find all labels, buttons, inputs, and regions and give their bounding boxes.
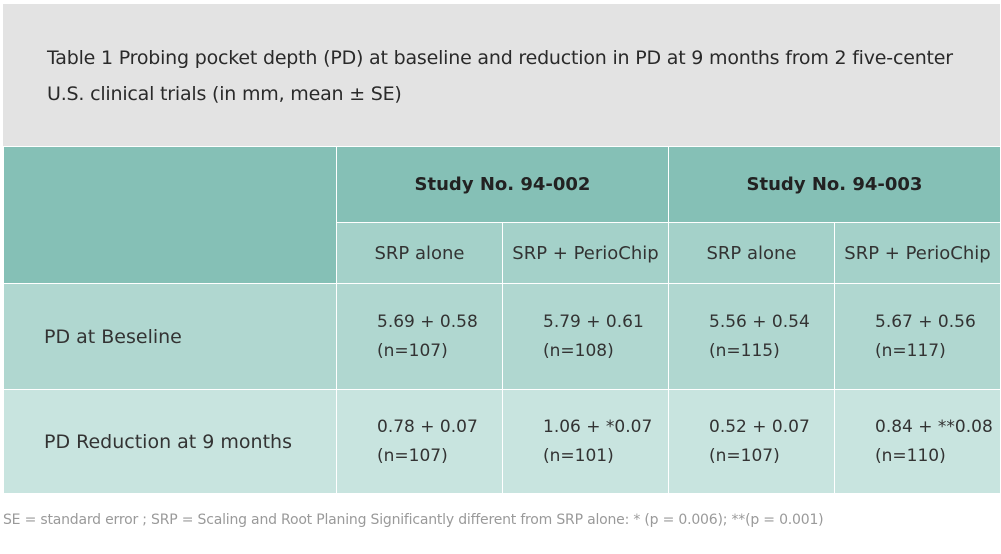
table-cell: 5.69 + 0.58 (n=107) xyxy=(336,283,503,390)
treatment-header: SRP alone xyxy=(336,222,503,284)
table-caption-box: Table 1 Probing pocket depth (PD) at bas… xyxy=(3,4,1000,146)
cell-n: (n=107) xyxy=(377,445,448,466)
study-header-94-003: Study No. 94-003 xyxy=(668,146,1001,223)
cell-n: (n=108) xyxy=(543,340,614,361)
table-cell: 5.67 + 0.56 (n=117) xyxy=(834,283,1001,390)
cell-value: 0.84 + **0.08 xyxy=(875,416,993,437)
table-header-row-treatments: SRP alone SRP + PerioChip SRP alone SRP … xyxy=(4,222,1001,284)
table-cell: 0.78 + 0.07 (n=107) xyxy=(336,389,503,494)
treatment-header: SRP + PerioChip xyxy=(834,222,1001,284)
table-cell: 1.06 + *0.07 (n=101) xyxy=(502,389,669,494)
cell-value: 5.67 + 0.56 xyxy=(875,311,976,332)
cell-value: 5.79 + 0.61 xyxy=(543,311,644,332)
treatment-header: SRP + PerioChip xyxy=(502,222,669,284)
cell-value: 0.52 + 0.07 xyxy=(709,416,810,437)
cell-value: 5.69 + 0.58 xyxy=(377,311,478,332)
table-header-row-studies: Study No. 94-002 Study No. 94-003 xyxy=(3,146,1001,284)
treatment-header: SRP alone xyxy=(668,222,835,284)
study-header-94-002: Study No. 94-002 xyxy=(336,146,669,223)
table-caption: Table 1 Probing pocket depth (PD) at bas… xyxy=(47,47,953,105)
row-label: PD at Beseline xyxy=(3,283,337,390)
cell-n: (n=107) xyxy=(709,445,780,466)
cell-value: 5.56 + 0.54 xyxy=(709,311,810,332)
row-label: PD Reduction at 9 months xyxy=(3,389,337,494)
table-cell: 0.52 + 0.07 (n=107) xyxy=(668,389,835,494)
cell-value: 0.78 + 0.07 xyxy=(377,416,478,437)
table-corner-cell xyxy=(3,146,337,284)
cell-n: (n=117) xyxy=(875,340,946,361)
cell-n: (n=101) xyxy=(543,445,614,466)
table-row: PD at Beseline 5.69 + 0.58 (n=107) 5.79 +… xyxy=(3,283,1001,390)
cell-n: (n=115) xyxy=(709,340,780,361)
table-cell: 5.56 + 0.54 (n=115) xyxy=(668,283,835,390)
cell-n: (n=110) xyxy=(875,445,946,466)
table-cell: 5.79 + 0.61 (n=108) xyxy=(502,283,669,390)
table-footnote: SE = standard error ; SRP = Scaling and … xyxy=(3,512,824,528)
cell-n: (n=107) xyxy=(377,340,448,361)
results-table: Study No. 94-002 Study No. 94-003 SRP al… xyxy=(3,146,1001,494)
table-cell: 0.84 + **0.08 (n=110) xyxy=(834,389,1001,494)
table-row: PD Reduction at 9 months 0.78 + 0.07 (n=1… xyxy=(3,389,1001,494)
cell-value: 1.06 + *0.07 xyxy=(543,416,653,437)
